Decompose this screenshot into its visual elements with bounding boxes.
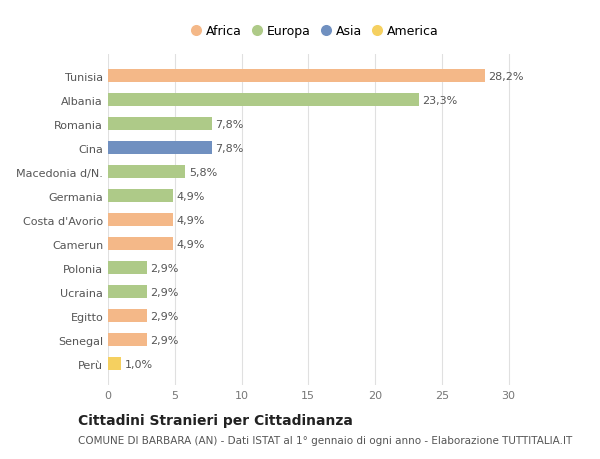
Text: 2,9%: 2,9% <box>150 335 178 345</box>
Text: Cittadini Stranieri per Cittadinanza: Cittadini Stranieri per Cittadinanza <box>78 414 353 428</box>
Text: 4,9%: 4,9% <box>177 239 205 249</box>
Bar <box>108 262 147 275</box>
Bar <box>108 309 147 323</box>
Text: 5,8%: 5,8% <box>189 168 217 178</box>
Text: COMUNE DI BARBARA (AN) - Dati ISTAT al 1° gennaio di ogni anno - Elaborazione TU: COMUNE DI BARBARA (AN) - Dati ISTAT al 1… <box>78 435 572 445</box>
Text: 2,9%: 2,9% <box>150 311 178 321</box>
Bar <box>108 190 173 203</box>
Bar <box>108 142 212 155</box>
Text: 4,9%: 4,9% <box>177 191 205 202</box>
Text: 4,9%: 4,9% <box>177 215 205 225</box>
Bar <box>108 70 485 83</box>
Text: 2,9%: 2,9% <box>150 287 178 297</box>
Bar <box>108 166 185 179</box>
Text: 2,9%: 2,9% <box>150 263 178 273</box>
Bar <box>108 118 212 131</box>
Bar <box>108 214 173 227</box>
Text: 7,8%: 7,8% <box>215 144 244 153</box>
Bar <box>108 285 147 299</box>
Bar <box>108 94 419 107</box>
Bar <box>108 333 147 347</box>
Bar <box>108 238 173 251</box>
Text: 1,0%: 1,0% <box>125 359 153 369</box>
Text: 28,2%: 28,2% <box>488 72 523 82</box>
Text: 7,8%: 7,8% <box>215 120 244 129</box>
Legend: Africa, Europa, Asia, America: Africa, Europa, Asia, America <box>187 22 443 42</box>
Bar <box>108 358 121 370</box>
Text: 23,3%: 23,3% <box>422 95 458 106</box>
